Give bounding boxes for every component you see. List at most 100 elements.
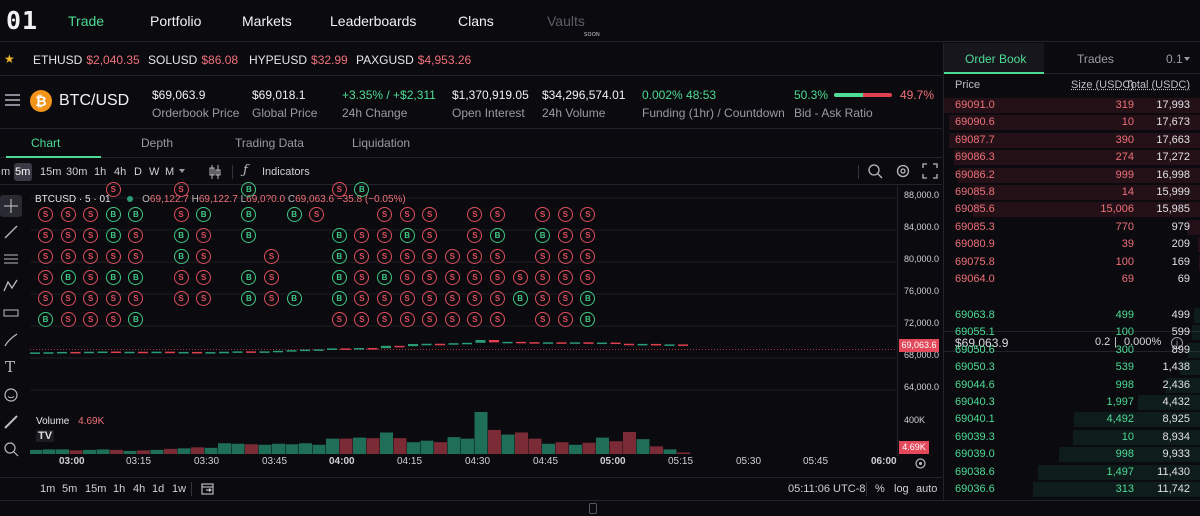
chevron-down-icon[interactable] xyxy=(179,169,185,173)
chevron-down-icon[interactable] xyxy=(1184,57,1190,61)
precision-select[interactable]: 0.1 xyxy=(1166,52,1183,66)
interval-30m[interactable]: 30m xyxy=(66,166,88,178)
app-logo[interactable]: 01 xyxy=(6,6,39,35)
candle xyxy=(367,348,378,350)
ask-row[interactable]: 69064.0 69 69 xyxy=(944,271,1200,288)
depth-bar xyxy=(1198,237,1200,253)
interval-5m[interactable]: 5m xyxy=(15,166,31,178)
bid-row[interactable]: 69040.1 4,492 8,925 xyxy=(944,411,1200,428)
ticker-item[interactable]: SOLUSD $86.08 xyxy=(148,53,239,67)
candlestick-chart[interactable] xyxy=(29,186,896,456)
utc-clock[interactable]: 05:11:06 UTC-8 xyxy=(788,483,866,495)
tab-order-book[interactable]: Order Book xyxy=(965,52,1027,66)
bid-row[interactable]: 69039.3 10 8,934 xyxy=(944,429,1200,446)
ruler-icon[interactable] xyxy=(3,305,19,324)
ask-row[interactable]: 69085.6 15,006 15,985 xyxy=(944,201,1200,218)
bid-row[interactable]: 69050.3 539 1,438 xyxy=(944,359,1200,376)
info-icon[interactable]: i xyxy=(1171,337,1183,349)
interval-4h[interactable]: 4h xyxy=(114,166,127,178)
time-axis[interactable]: 03:00 03:15 03:30 03:45 04:00 04:15 04:3… xyxy=(30,456,897,472)
candle-type-icon[interactable] xyxy=(208,164,222,180)
interval-d[interactable]: D xyxy=(134,166,142,178)
fullscreen-icon[interactable] xyxy=(922,163,938,182)
sell-marker: S xyxy=(60,249,76,264)
price-axis[interactable]: 88,000.0 84,000.0 80,000.0 76,000.0 72,0… xyxy=(897,186,942,456)
percent-toggle[interactable]: % xyxy=(875,483,885,495)
nav-trade[interactable]: Trade xyxy=(68,13,105,29)
ask-row[interactable]: 69085.8 14 15,999 xyxy=(944,184,1200,201)
resize-handle-icon[interactable] xyxy=(589,503,597,514)
interval-m[interactable]: M xyxy=(165,166,175,178)
interval-1h[interactable]: 1h xyxy=(94,166,107,178)
bid-row[interactable]: 69036.6 313 11,742 xyxy=(944,481,1200,498)
range-1d[interactable]: 1d xyxy=(152,483,165,495)
trendline-icon[interactable] xyxy=(3,224,19,243)
menu-icon[interactable] xyxy=(5,94,20,106)
ask-row[interactable]: 69087.7 390 17,663 xyxy=(944,132,1200,149)
ask-row[interactable]: 69086.3 274 17,272 xyxy=(944,149,1200,166)
log-toggle[interactable]: log xyxy=(894,483,909,495)
market-symbol[interactable]: BTC/USD xyxy=(59,92,130,109)
tab-liquidation[interactable]: Liquidation xyxy=(352,136,411,150)
text-tool-icon[interactable]: T xyxy=(5,358,16,376)
zoom-in-icon[interactable] xyxy=(3,441,19,460)
sell-marker: S xyxy=(490,249,505,264)
bid-row[interactable]: 69044.6 998 2,436 xyxy=(944,377,1200,394)
range-1h[interactable]: 1h xyxy=(113,483,126,495)
nav-portfolio[interactable]: Portfolio xyxy=(150,13,202,29)
tab-trades[interactable]: Trades xyxy=(1077,52,1114,66)
bid-row[interactable]: 69038.6 1,497 11,430 xyxy=(944,464,1200,481)
bid-row[interactable]: 69039.0 998 9,933 xyxy=(944,446,1200,463)
ask-row[interactable]: 69075.8 100 169 xyxy=(944,254,1200,271)
bid-row[interactable]: 69040.3 1,997 4,432 xyxy=(944,394,1200,411)
magnify-icon[interactable] xyxy=(867,163,883,182)
measure-icon[interactable] xyxy=(3,414,19,433)
crosshair-icon[interactable] xyxy=(0,195,22,217)
indicators-button[interactable]: Indicators xyxy=(262,166,310,178)
bid-row[interactable]: 69050.6 300 899 xyxy=(944,342,1200,359)
total-cell: 17,673 xyxy=(1156,116,1190,129)
ask-row[interactable]: 69080.9 39 209 xyxy=(944,236,1200,253)
sell-marker: S xyxy=(38,207,53,222)
interval-w[interactable]: W xyxy=(149,166,160,178)
range-15m[interactable]: 15m xyxy=(85,483,107,495)
price-cell: 69050.3 xyxy=(955,361,995,374)
pattern-icon[interactable] xyxy=(3,278,19,297)
volume-bar xyxy=(299,443,312,454)
sell-marker: S xyxy=(422,291,438,306)
range-1m[interactable]: 1m xyxy=(40,483,56,495)
horizontal-lines-icon[interactable] xyxy=(3,251,19,270)
tab-chart[interactable]: Chart xyxy=(31,136,61,150)
nav-markets[interactable]: Markets xyxy=(242,13,292,29)
range-4h[interactable]: 4h xyxy=(133,483,146,495)
tab-depth[interactable]: Depth xyxy=(141,136,174,150)
ask-row[interactable]: 69085.3 770 979 xyxy=(944,219,1200,236)
gear-icon[interactable] xyxy=(895,163,911,182)
nav-leaderboards[interactable]: Leaderboards xyxy=(330,13,417,29)
ticker-item[interactable]: PAXGUSD $4,953.26 xyxy=(356,53,472,67)
ticker-item[interactable]: ETHUSD $2,040.35 xyxy=(33,53,140,67)
bid-row[interactable]: 69063.8 499 499 xyxy=(944,307,1200,324)
tab-trading-data[interactable]: Trading Data xyxy=(235,136,304,150)
indicators-icon[interactable]: ƒ xyxy=(243,163,248,178)
interval-15m[interactable]: 15m xyxy=(40,166,62,178)
range-1w[interactable]: 1w xyxy=(172,483,187,495)
brush-icon[interactable] xyxy=(3,332,19,351)
bid-row[interactable]: 69055.1 100 599 xyxy=(944,324,1200,341)
volume-bar xyxy=(69,450,83,454)
price-chart[interactable]: BTCUSD · 5 · 01 O69,122.7 H69,122.7 L69,… xyxy=(29,182,896,456)
nav-vaults[interactable]: Vaults xyxy=(547,13,585,29)
ask-row[interactable]: 69086.2 999 16,998 xyxy=(944,167,1200,184)
range-5m[interactable]: 5m xyxy=(62,483,78,495)
ask-row[interactable]: 69090.6 10 17,673 xyxy=(944,114,1200,131)
chart-settings-icon[interactable] xyxy=(914,457,927,473)
interval-m[interactable]: m xyxy=(1,166,11,178)
ask-row[interactable]: 69091.0 319 17,993 xyxy=(944,97,1200,114)
ticker-item[interactable]: HYPEUSD $32.99 xyxy=(249,53,348,67)
star-icon[interactable]: ★ xyxy=(4,52,15,66)
calendar-icon[interactable] xyxy=(200,481,215,499)
emoji-icon[interactable] xyxy=(3,387,19,406)
nav-clans[interactable]: Clans xyxy=(458,13,494,29)
auto-toggle[interactable]: auto xyxy=(916,483,938,495)
sell-marker: S xyxy=(60,207,76,222)
